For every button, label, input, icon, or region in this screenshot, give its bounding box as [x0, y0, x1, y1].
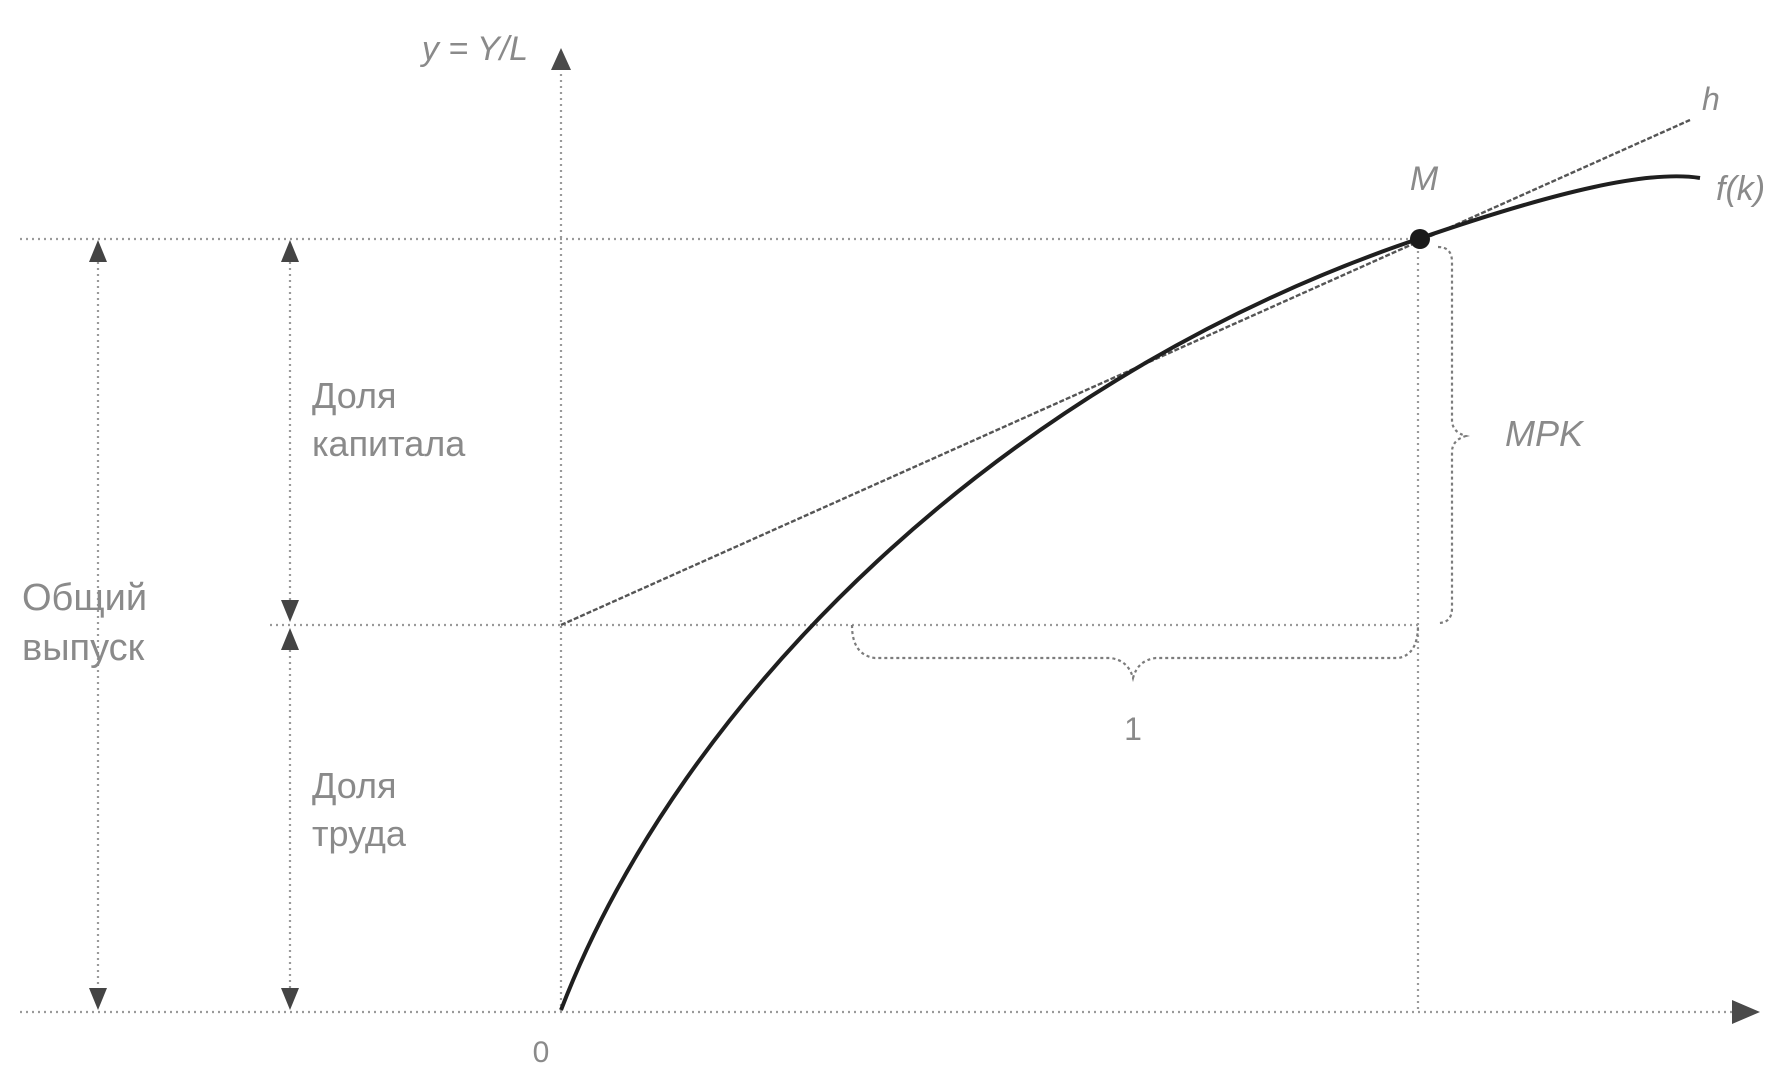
y-axis-label: y = Y/L [420, 30, 528, 68]
origin-label: 0 [533, 1036, 550, 1069]
labor-share-label-line1: Доля [312, 765, 397, 806]
total-output-label-line1: Общий [22, 577, 147, 619]
mpk-brace [1437, 245, 1470, 625]
mpk-label: MPK [1505, 413, 1585, 454]
unit-run-brace [850, 624, 1420, 683]
capital-share-label-line2: капитала [312, 423, 466, 464]
total-output-arrow-top [89, 240, 107, 262]
x-axis-arrowhead [1732, 1000, 1760, 1024]
capital-share-label-line1: Доля [312, 375, 397, 416]
production-function-curve [559, 174, 1701, 1011]
production-function-label: f(k) [1716, 170, 1765, 208]
unit-run-label: 1 [1124, 711, 1142, 747]
tangent-line-label: h [1702, 81, 1720, 117]
total-output-arrow-bottom [89, 988, 107, 1010]
capital-share-arrow-bottom [281, 600, 299, 622]
labor-share-arrow-bottom [281, 988, 299, 1010]
point-m-label: M [1410, 160, 1439, 198]
labor-share-arrow-top [281, 628, 299, 650]
y-axis-arrowhead [551, 48, 571, 70]
labor-share-label-line2: труда [312, 813, 407, 854]
capital-share-arrow-top [281, 240, 299, 262]
point-m [1410, 229, 1430, 249]
total-output-label-line2: выпуск [22, 627, 145, 669]
